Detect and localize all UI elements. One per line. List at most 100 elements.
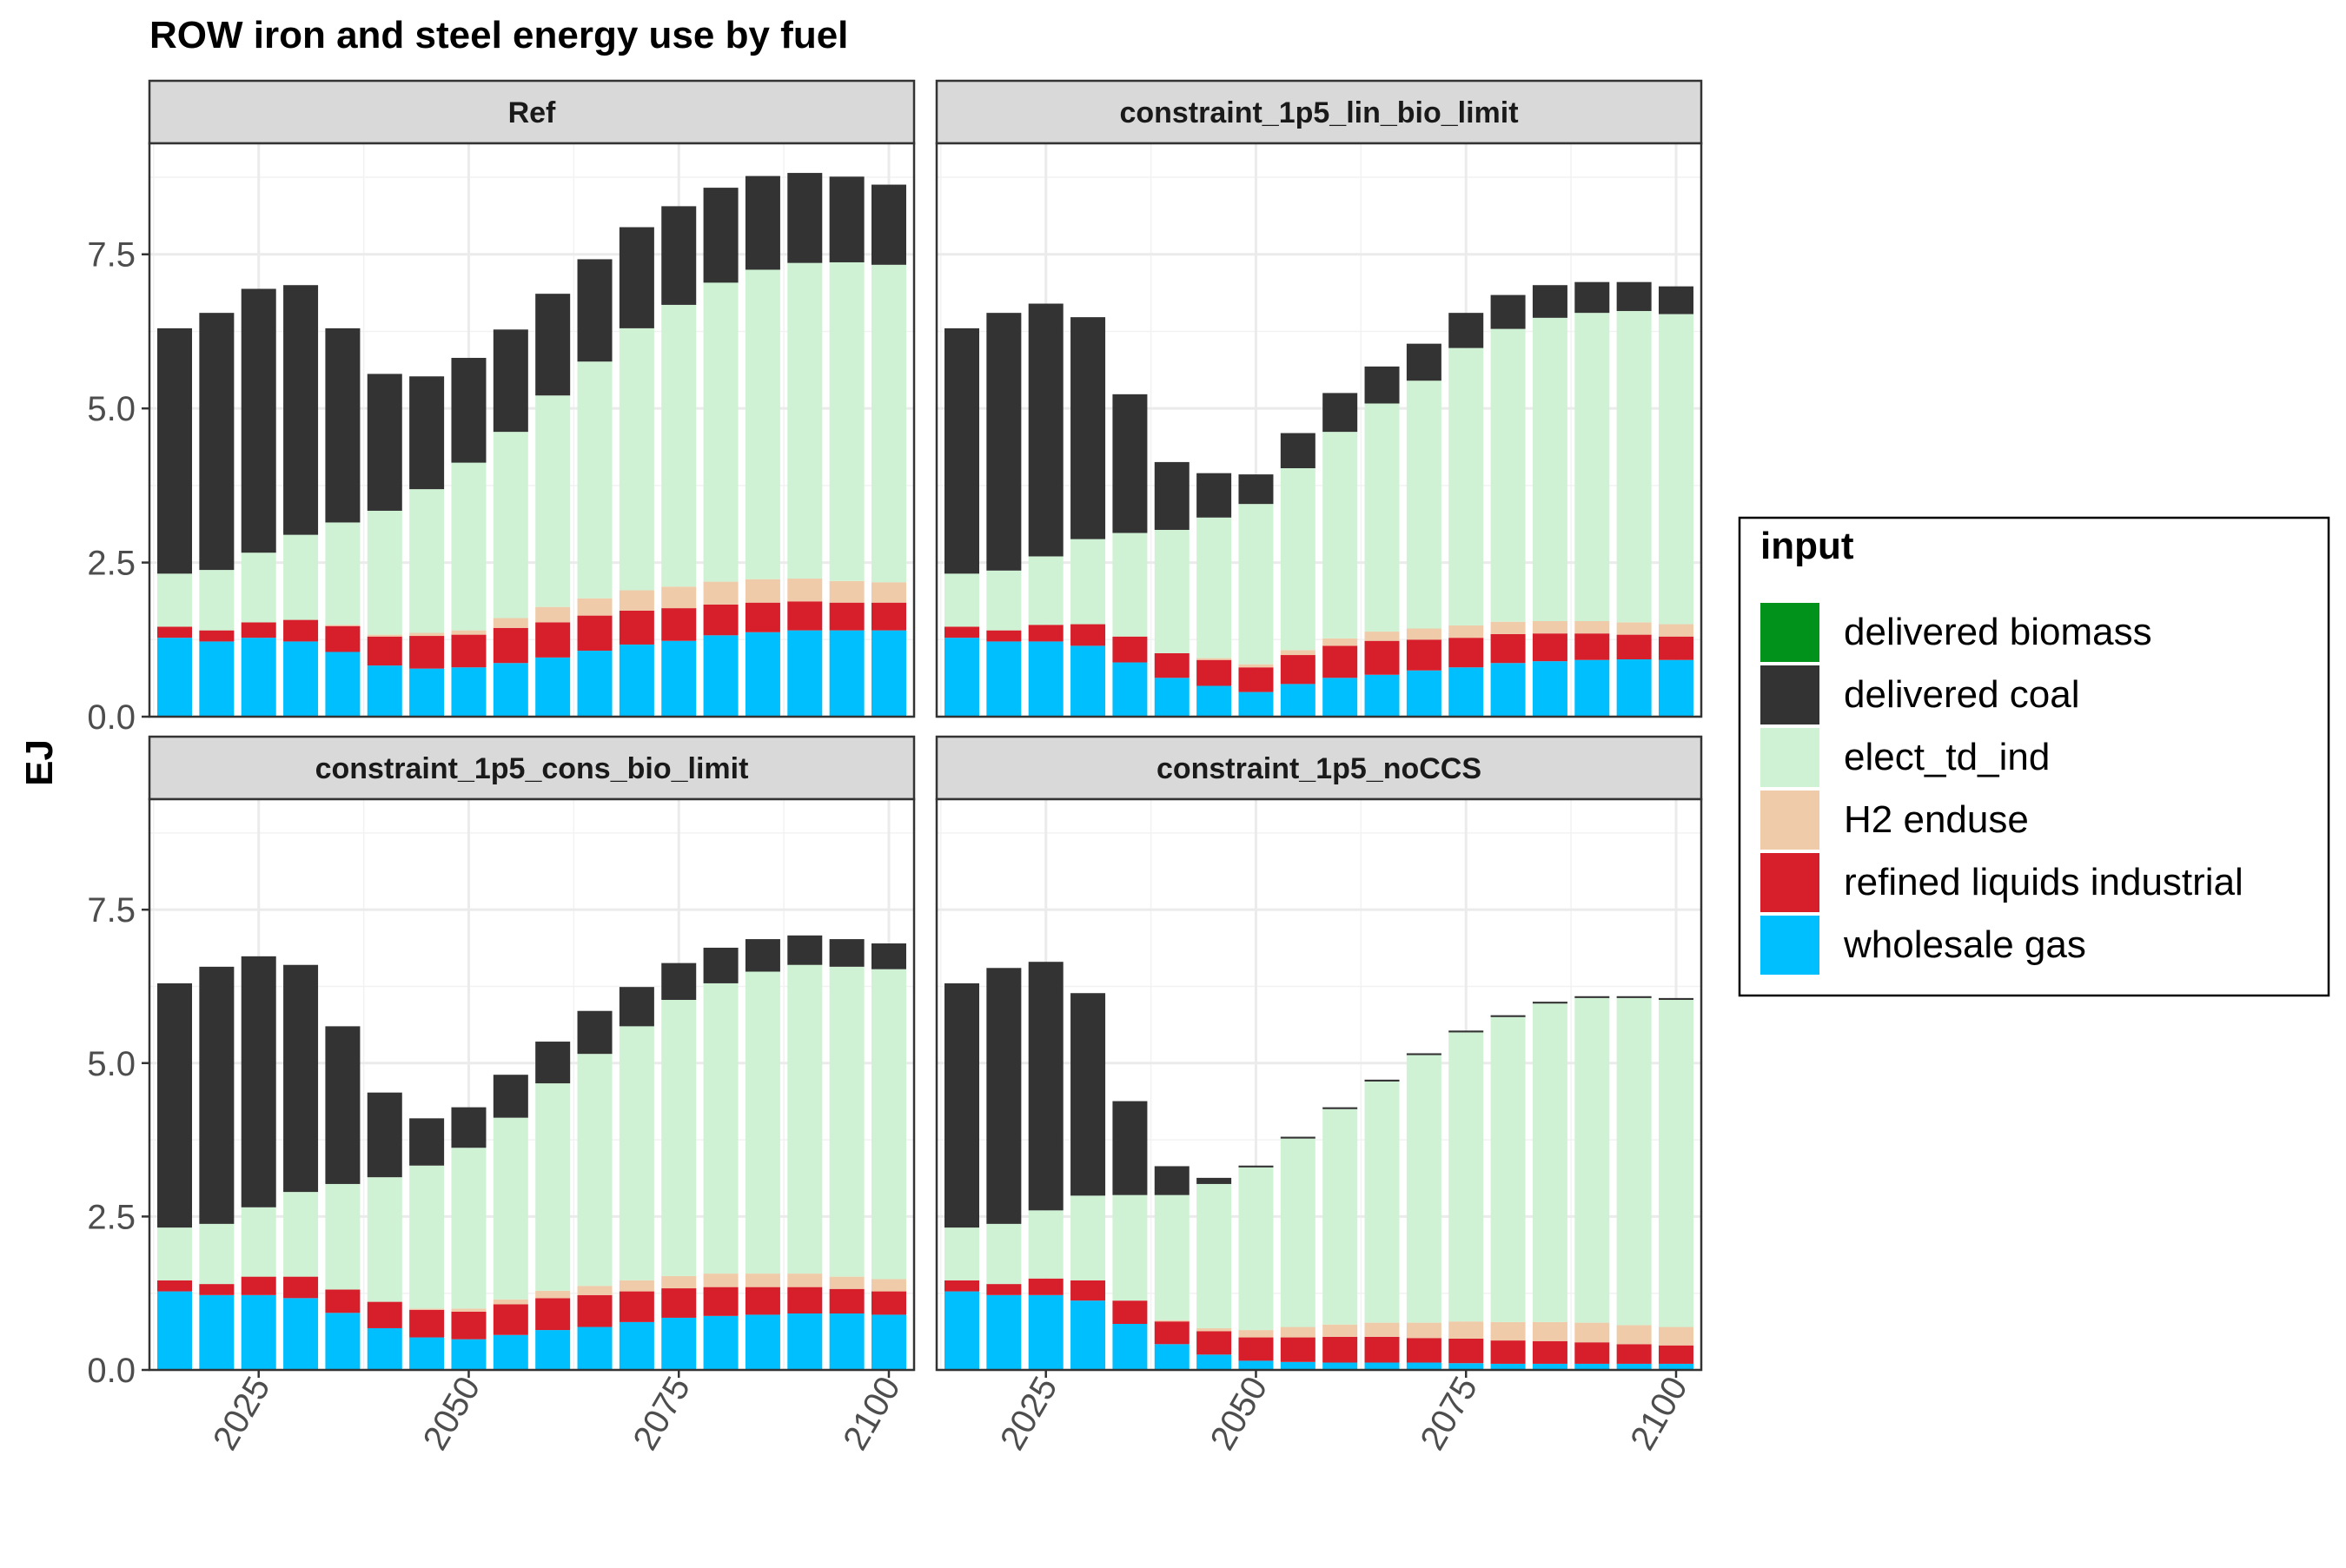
bar-segment-elect-td-ind-2020 [986, 570, 1022, 631]
bar-segment-wholesale-gas-2075 [1448, 1363, 1484, 1370]
bar-segment-wholesale-gas-2055 [1280, 684, 1315, 717]
bar-segment-h2-enduse-2070 [619, 1280, 654, 1292]
bar-segment-h2-enduse-2070 [1406, 1322, 1441, 1339]
bar-segment-delivered-coal-2070 [619, 987, 654, 1027]
bar-segment-elect-td-ind-2050 [1238, 504, 1274, 665]
bar-segment-h2-enduse-2080 [703, 581, 739, 605]
bar-segment-h2-enduse-2085 [745, 1274, 780, 1287]
bar-segment-delivered-coal-2035 [1112, 1101, 1148, 1195]
bar-segment-elect-td-ind-2055 [1280, 468, 1315, 651]
bar-segment-wholesale-gas-2095 [1616, 1363, 1652, 1370]
bar-segment-wholesale-gas-2060 [1322, 1362, 1358, 1370]
bar-segment-wholesale-gas-2095 [1616, 659, 1652, 717]
bar-segment-wholesale-gas-2080 [703, 1315, 739, 1370]
legend-title: input [1760, 525, 1854, 567]
bar-segment-wholesale-gas-2090 [787, 630, 823, 717]
bar-segment-h2-enduse-2075 [1448, 625, 1484, 638]
bar-segment-delivered-coal-2050 [451, 1107, 487, 1148]
bar-segment-refined-liquids-industrial-2015 [157, 626, 193, 638]
bar-segment-wholesale-gas-2050 [451, 667, 487, 717]
bar-segment-elect-td-ind-2040 [367, 1177, 402, 1302]
bar-segment-h2-enduse-2055 [1280, 1327, 1315, 1338]
bar-segment-wholesale-gas-2035 [325, 1313, 361, 1370]
bar-segment-wholesale-gas-2080 [1490, 1363, 1526, 1370]
bar-segment-wholesale-gas-2050 [1238, 1360, 1274, 1370]
bar-segment-delivered-coal-2090 [1574, 281, 1610, 314]
bar-segment-refined-liquids-industrial-2015 [944, 626, 980, 638]
legend-label: elect_td_ind [1844, 736, 2050, 778]
panel-strip [148, 735, 916, 801]
bar-segment-refined-liquids-industrial-2080 [1490, 1340, 1526, 1364]
bar-segment-refined-liquids-industrial-2020 [986, 630, 1022, 642]
bar-segment-refined-liquids-industrial-2095 [1616, 634, 1652, 659]
bar-segment-refined-liquids-industrial-2100 [871, 602, 906, 631]
bar-segment-elect-td-ind-2100 [1658, 314, 1693, 625]
bar-segment-elect-td-ind-2025 [1028, 556, 1064, 625]
bar-segment-refined-liquids-industrial-2085 [1532, 633, 1567, 662]
bar-segment-delivered-coal-2065 [577, 259, 613, 362]
bar-segment-elect-td-ind-2060 [535, 1083, 571, 1291]
bar-segment-elect-td-ind-2050 [1238, 1167, 1274, 1331]
bar-segment-h2-enduse-2085 [1532, 1321, 1567, 1341]
bar-segment-h2-enduse-2045 [1196, 658, 1232, 660]
bar-segment-h2-enduse-2045 [409, 1308, 445, 1310]
bar-segment-h2-enduse-2055 [1280, 650, 1315, 656]
y-tick-label: 0.0 [87, 698, 136, 737]
bar-segment-refined-liquids-industrial-2070 [1406, 1338, 1441, 1363]
legend-key [1760, 916, 1819, 975]
bar-segment-elect-td-ind-2085 [1532, 1003, 1567, 1322]
bar-segment-wholesale-gas-2040 [367, 665, 402, 717]
bar-segment-refined-liquids-industrial-2090 [1574, 633, 1610, 660]
bar-segment-wholesale-gas-2045 [409, 1337, 445, 1370]
bar-segment-elect-td-ind-2030 [1070, 1195, 1106, 1280]
bar-segment-delivered-coal-2045 [409, 376, 445, 490]
bar-segment-wholesale-gas-2055 [1280, 1361, 1315, 1370]
bar-segment-delivered-coal-2060 [1322, 1107, 1358, 1109]
bar-segment-h2-enduse-2050 [451, 630, 487, 635]
bar-segment-h2-enduse-2060 [535, 1290, 571, 1299]
legend-label: H2 enduse [1844, 798, 2029, 841]
bar-segment-delivered-coal-2055 [493, 329, 528, 433]
bar-segment-refined-liquids-industrial-2080 [1490, 633, 1526, 664]
bar-segment-h2-enduse-2095 [829, 1276, 865, 1289]
bar-segment-delivered-coal-2030 [283, 964, 319, 1193]
bar-segment-elect-td-ind-2025 [241, 552, 276, 623]
bar-segment-wholesale-gas-2025 [1028, 1294, 1064, 1370]
panels: Ref 0.0 2.5 5.0 7.5 constraint_1p5_lin_bio_li… [87, 79, 1703, 1457]
bar-segment-wholesale-gas-2050 [451, 1339, 487, 1370]
bar-segment-refined-liquids-industrial-2065 [577, 1294, 613, 1327]
bar-segment-refined-liquids-industrial-2040 [367, 1301, 402, 1328]
bar-segment-elect-td-ind-2090 [787, 262, 823, 579]
bar-segment-delivered-coal-2050 [1238, 1165, 1274, 1168]
bar-segment-delivered-coal-2025 [1028, 962, 1064, 1211]
bar-segment-h2-enduse-2070 [1406, 628, 1441, 640]
bar-segment-h2-enduse-2050 [451, 1308, 487, 1312]
bar-segment-h2-enduse-2095 [829, 580, 865, 603]
bar-segment-refined-liquids-industrial-2015 [944, 1280, 980, 1292]
bar-segment-h2-enduse-2090 [787, 579, 823, 602]
bar-segment-delivered-coal-2015 [944, 982, 980, 1228]
bar-segment-wholesale-gas-2040 [1154, 678, 1190, 717]
bar-segment-elect-td-ind-2015 [157, 1227, 193, 1280]
y-axis-label: EJ [18, 739, 61, 786]
legend-key [1760, 853, 1819, 912]
bar-segment-h2-enduse-2095 [1616, 1325, 1652, 1345]
bar-segment-delivered-coal-2040 [367, 1092, 402, 1178]
bar-segment-delivered-coal-2100 [871, 943, 906, 969]
bar-segment-delivered-coal-2020 [199, 966, 235, 1224]
bar-segment-elect-td-ind-2020 [199, 1223, 235, 1285]
bar-segment-refined-liquids-industrial-2040 [1154, 1321, 1190, 1345]
bar-segment-wholesale-gas-2085 [1532, 661, 1567, 717]
bar-segment-wholesale-gas-2095 [829, 630, 865, 717]
bar-segment-elect-td-ind-2035 [1112, 1194, 1148, 1301]
bar-segment-elect-td-ind-2015 [944, 1227, 980, 1280]
bar-segment-delivered-coal-2065 [1364, 1079, 1400, 1082]
bar-segment-refined-liquids-industrial-2080 [703, 1287, 739, 1316]
bar-segment-refined-liquids-industrial-2035 [325, 625, 361, 652]
bar-segment-wholesale-gas-2060 [535, 657, 571, 717]
bar-segment-elect-td-ind-2075 [661, 304, 697, 587]
bar-segment-elect-td-ind-2050 [451, 462, 487, 631]
panel-background [937, 799, 1701, 1370]
legend-key [1760, 728, 1819, 787]
